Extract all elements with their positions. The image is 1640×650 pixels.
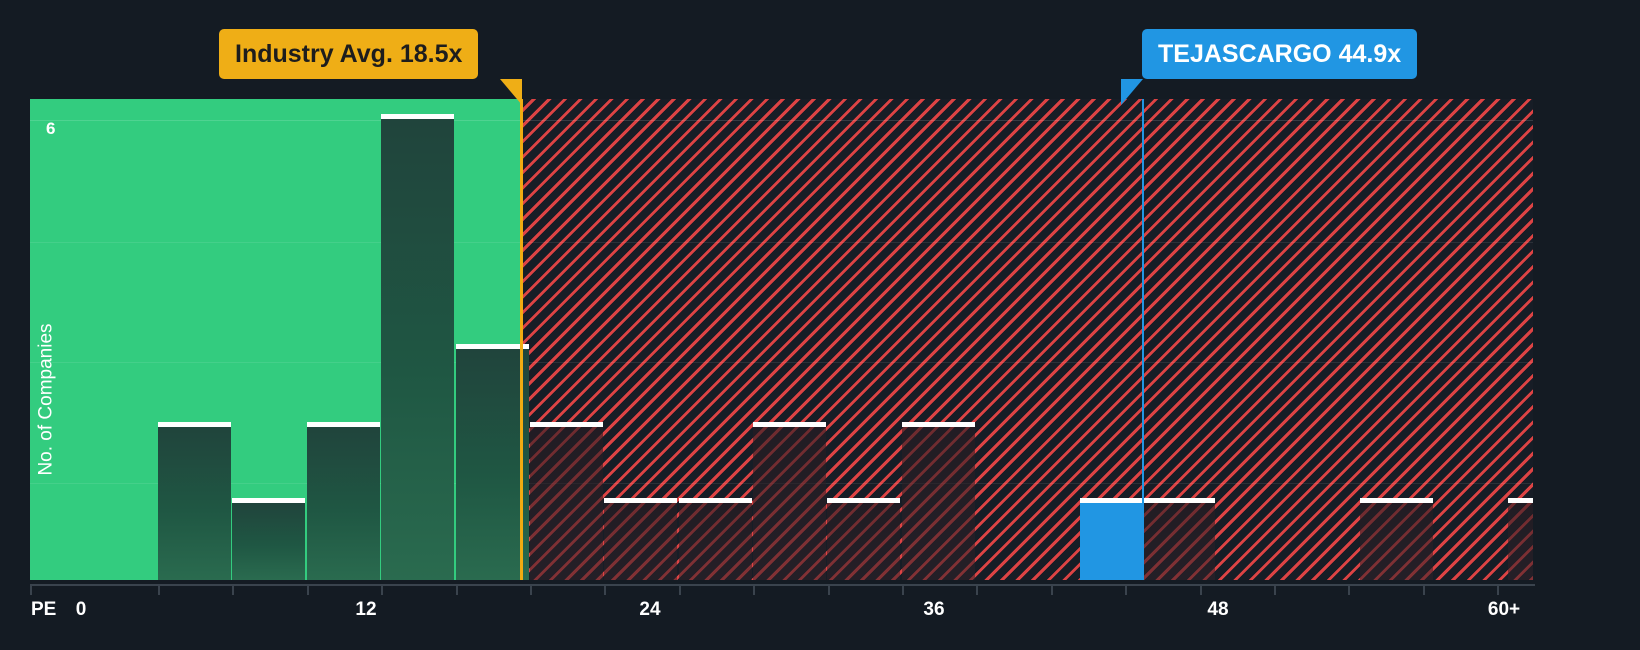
- bar-bin-32-36[interactable]: [679, 498, 752, 580]
- company-callout-tail: [1121, 79, 1143, 105]
- bar-bin-28-32[interactable]: [604, 498, 677, 580]
- x-tick: [828, 586, 830, 595]
- bar-cap: [456, 344, 529, 349]
- x-tick: [1200, 586, 1202, 595]
- bar-bin-40-44[interactable]: [827, 498, 900, 580]
- x-tick: [1051, 586, 1053, 595]
- bar-cap: [1080, 498, 1142, 503]
- x-tick-label-12: 12: [355, 599, 377, 620]
- x-tick: [1274, 586, 1276, 595]
- bar-bin-20-24[interactable]: [456, 344, 529, 580]
- x-tick: [679, 586, 681, 595]
- x-tick: [158, 586, 160, 595]
- company-marker-line: [1142, 99, 1144, 580]
- bar-cap: [381, 114, 454, 119]
- x-tick: [530, 586, 532, 595]
- x-tick: [232, 586, 234, 595]
- x-tick: [1125, 586, 1127, 595]
- y-axis-title: No. of Companies: [35, 323, 57, 476]
- x-tick-label-0: 0: [75, 599, 87, 620]
- industry-average-label: Industry Avg. 18.5x: [235, 39, 463, 68]
- gridline-2: [30, 242, 1533, 243]
- company-callout[interactable]: TEJASCARGO 44.9x: [1142, 29, 1418, 79]
- x-tick: [902, 586, 904, 595]
- bar-bin-24-28[interactable]: [530, 422, 603, 580]
- bar-bin-36-40[interactable]: [753, 422, 826, 580]
- x-tick: [1497, 586, 1499, 595]
- gridline-3: [30, 362, 1533, 363]
- bar-bin-8-12[interactable]: [232, 498, 305, 580]
- bar-bin-4-8[interactable]: [158, 422, 231, 580]
- x-tick: [976, 586, 978, 595]
- bar-cap: [902, 422, 975, 427]
- x-axis-title: PE: [31, 599, 57, 620]
- bar-cap: [1508, 498, 1533, 503]
- y-axis-max-value: 6: [46, 119, 56, 138]
- bar-bin-44-48[interactable]: [902, 422, 975, 580]
- industry-average-line: [520, 99, 523, 580]
- bar-cap: [1142, 498, 1215, 503]
- x-axis-line: [30, 584, 1535, 586]
- bar-bin-60-plus[interactable]: [1508, 498, 1533, 580]
- x-tick: [604, 586, 606, 595]
- x-tick-label-48: 48: [1207, 599, 1229, 620]
- x-tick: [1423, 586, 1425, 595]
- company-label: TEJASCARGO 44.9x: [1158, 39, 1402, 68]
- industry-average-callout-tail: [500, 79, 522, 105]
- bar-cap: [1360, 498, 1433, 503]
- industry-average-callout[interactable]: Industry Avg. 18.5x: [219, 29, 479, 79]
- plot-area: [30, 99, 1533, 580]
- x-tick: [1348, 586, 1350, 595]
- x-tick: [456, 586, 458, 595]
- x-tick-label-36: 36: [923, 599, 945, 620]
- bar-cap: [158, 422, 231, 427]
- bar-bin-56-60[interactable]: [1360, 498, 1433, 580]
- bar-cap: [827, 498, 900, 503]
- x-tick: [30, 586, 32, 595]
- bar-cap: [679, 498, 752, 503]
- bar-cap: [307, 422, 380, 427]
- x-tick: [381, 586, 383, 595]
- bar-cap: [530, 422, 603, 427]
- bar-bin-52-56[interactable]: [1142, 498, 1215, 580]
- gridline-6: [30, 120, 1533, 121]
- bar-bin-16-20[interactable]: [381, 114, 454, 580]
- bar-cap: [232, 498, 305, 503]
- bar-company-tejascargo[interactable]: [1080, 498, 1142, 580]
- bar-cap: [753, 422, 826, 427]
- x-tick-label-24: 24: [639, 599, 661, 620]
- bar-cap: [604, 498, 677, 503]
- x-tick: [307, 586, 309, 595]
- x-tick: [753, 586, 755, 595]
- bar-bin-12-16[interactable]: [307, 422, 380, 580]
- x-tick-label-60: 60+: [1487, 599, 1521, 620]
